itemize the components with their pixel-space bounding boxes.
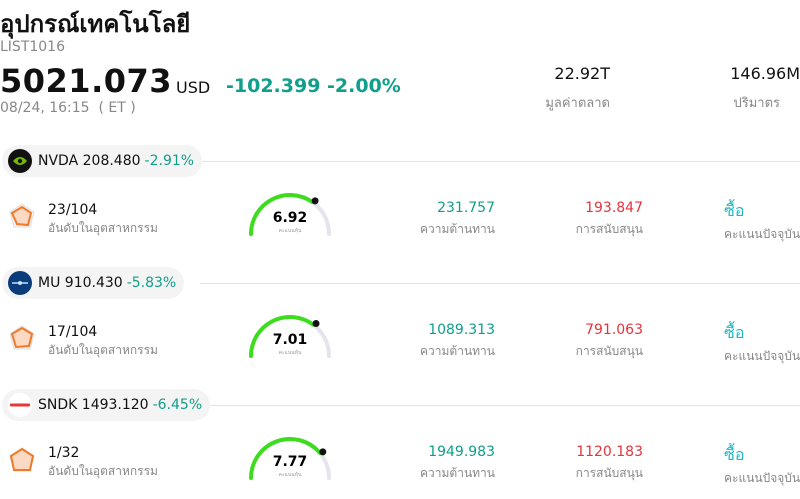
stock-pct-change: -5.83% [126, 275, 177, 291]
score-gauge: 7.77 คะแนนหุ้น [249, 437, 331, 480]
resistance-label: ความต้านทาน [420, 344, 495, 358]
support-value: 1120.183 [576, 444, 643, 460]
resistance-value: 1089.313 [428, 322, 495, 338]
stock-pill-sndk[interactable]: SNDK 1493.120 -6.45% [2, 389, 211, 421]
row-divider [200, 161, 800, 162]
index-price: 5021.073 [0, 62, 173, 100]
stock-pill-nvda[interactable]: NVDA 208.480 -2.91% [2, 145, 203, 177]
gauge-caption: คะแนนหุ้น [279, 349, 302, 356]
buy-action[interactable]: ซื้อ [724, 201, 745, 220]
stock-pct-change: -2.91% [144, 153, 195, 169]
current-score-label: คะแนนปัจจุบัน [724, 471, 800, 485]
gauge-caption: คะแนนหุ้น [279, 471, 302, 478]
stock-ticker: NVDA [38, 153, 79, 169]
currency-label: USD [176, 78, 211, 97]
nvidia-logo-icon [8, 149, 32, 173]
support-label: การสนับสนุน [575, 222, 643, 236]
timestamp: 08/24, 16:15 ( ET ) [0, 100, 136, 116]
industry-rank-label: อันดับในอุตสาหกรรม [48, 343, 158, 357]
score-value: 7.01 [273, 332, 308, 348]
stock-ticker: SNDK [38, 397, 78, 413]
industry-rank: 1/32 [48, 445, 80, 461]
volume-value: 146.96M [730, 64, 800, 83]
stock-price: 208.480 [82, 153, 141, 169]
score-value: 7.77 [273, 454, 308, 470]
industry-rank: 23/104 [48, 202, 98, 218]
score-gauge-arc [249, 437, 322, 480]
gauge-caption: คะแนนหุ้น [279, 227, 302, 234]
resistance-label: ความต้านทาน [420, 222, 495, 236]
score-value: 6.92 [273, 210, 308, 226]
industry-rank-label: อันดับในอุตสาหกรรม [48, 221, 158, 235]
current-score-label: คะแนนปัจจุบัน [724, 227, 800, 241]
micron-logo-icon [8, 271, 32, 295]
support-label: การสนับสนุน [575, 466, 643, 480]
price-change: -102.399 -2.00% [226, 75, 401, 97]
volume-label: ปริมาตร [733, 96, 780, 111]
rank-radar-icon [9, 203, 35, 228]
score-gauge-marker [311, 197, 319, 205]
stock-ticker: MU [38, 275, 61, 291]
rank-radar-icon [9, 447, 35, 472]
score-gauge-arc [249, 315, 316, 358]
score-gauge: 7.01 คะแนนหุ้น [249, 315, 331, 358]
resistance-value: 1949.983 [428, 444, 495, 460]
score-gauge-marker [319, 448, 327, 456]
resistance-value: 231.757 [437, 200, 495, 216]
buy-action[interactable]: ซื้อ [724, 445, 745, 464]
score-gauge-arc [249, 193, 315, 236]
rank-radar-icon [9, 325, 35, 350]
page-title: อุปกรณ์เทคโนโลยี [0, 10, 191, 38]
industry-rank-label: อันดับในอุตสาหกรรม [48, 464, 158, 478]
row-divider [200, 283, 800, 284]
support-value: 193.847 [585, 200, 643, 216]
resistance-label: ความต้านทาน [420, 466, 495, 480]
sandisk-logo-icon [8, 393, 32, 417]
stock-pct-change: -6.45% [152, 397, 203, 413]
row-divider [200, 405, 800, 406]
market-cap-label: มูลค่าตลาด [545, 96, 610, 111]
market-cap-value: 22.92T [554, 64, 610, 83]
industry-rank: 17/104 [48, 324, 98, 340]
stock-pill-mu[interactable]: MU 910.430 -5.83% [2, 267, 185, 299]
stock-price: 1493.120 [81, 397, 149, 413]
score-gauge-marker [312, 320, 320, 328]
score-gauge: 6.92 คะแนนหุ้น [249, 193, 331, 236]
support-label: การสนับสนุน [575, 344, 643, 358]
stock-price: 910.430 [64, 275, 123, 291]
buy-action[interactable]: ซื้อ [724, 323, 745, 342]
list-code: LIST1016 [0, 39, 65, 55]
support-value: 791.063 [585, 322, 643, 338]
current-score-label: คะแนนปัจจุบัน [724, 349, 800, 363]
